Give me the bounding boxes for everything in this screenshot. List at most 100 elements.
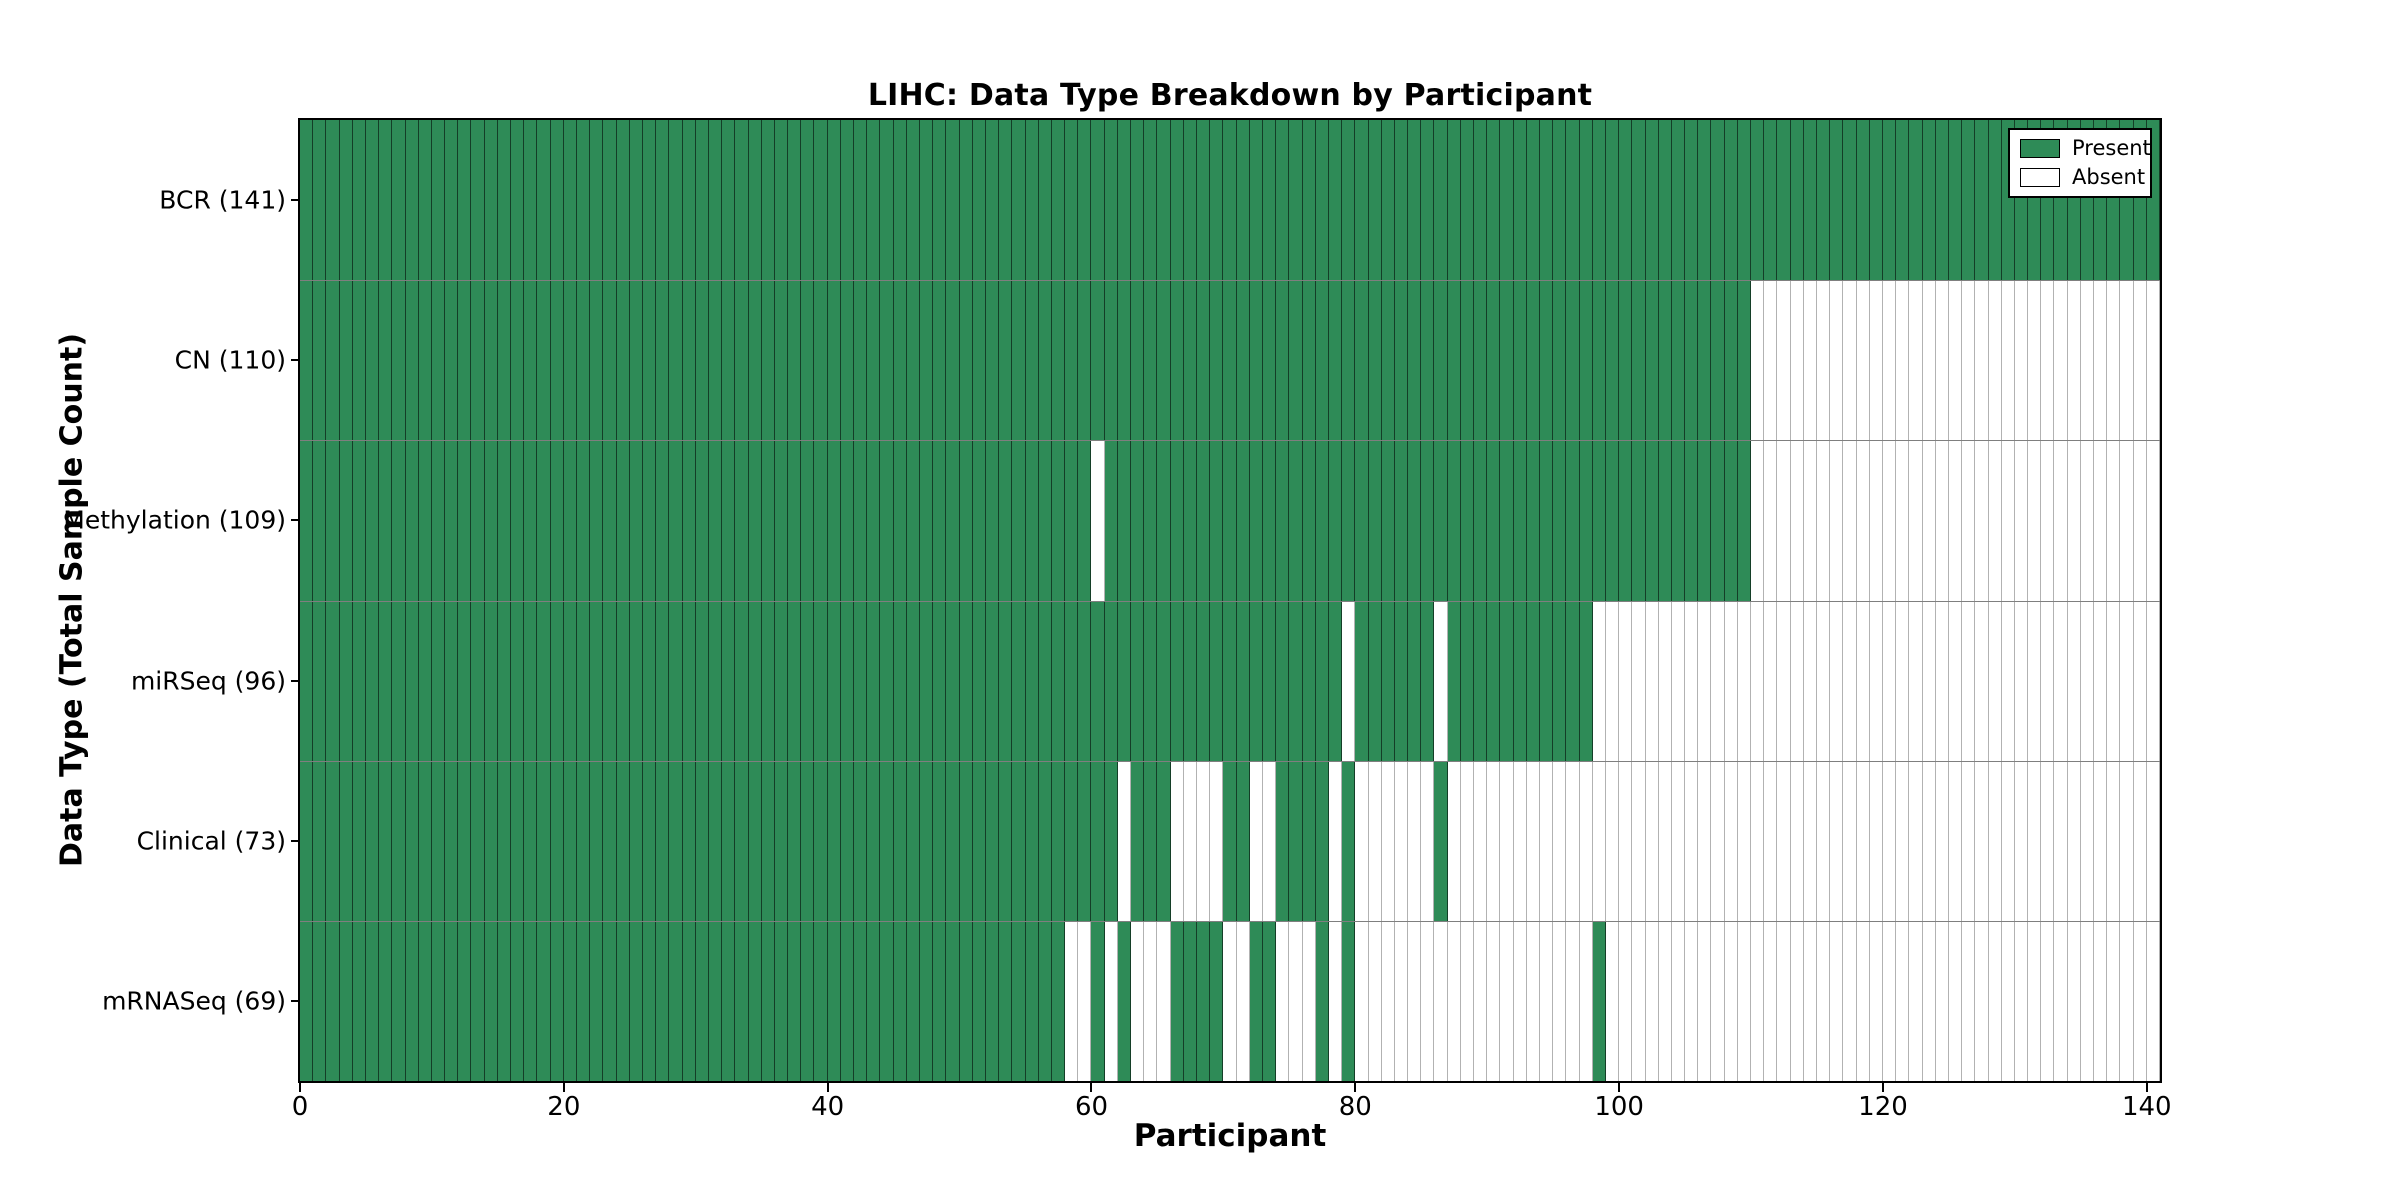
heatmap-cell xyxy=(722,120,736,281)
heatmap-cell xyxy=(1605,921,1620,1081)
heatmap-cell xyxy=(1764,281,1778,441)
heatmap-cell xyxy=(1408,281,1422,441)
heatmap-cell xyxy=(999,761,1013,921)
heatmap-cell xyxy=(537,120,551,281)
heatmap-cell xyxy=(1988,921,2002,1081)
heatmap-cell xyxy=(695,281,709,441)
heatmap-cell xyxy=(550,921,564,1081)
heatmap-cell xyxy=(590,120,604,281)
heatmap-cell xyxy=(524,921,538,1081)
heatmap-cell xyxy=(352,761,366,921)
heatmap-cell xyxy=(1025,921,1039,1081)
heatmap-cell xyxy=(458,441,472,601)
heatmap-cell xyxy=(2094,921,2108,1081)
heatmap-cell xyxy=(972,120,986,281)
heatmap-cell xyxy=(1487,921,1501,1081)
heatmap-cell xyxy=(999,441,1013,601)
heatmap-cell xyxy=(1803,441,1818,601)
heatmap-cell xyxy=(1210,120,1224,281)
heatmap-cell xyxy=(1817,441,1831,601)
heatmap-cell xyxy=(563,921,578,1081)
heatmap-cell xyxy=(827,601,841,761)
heatmap-cell xyxy=(1144,441,1158,601)
heatmap-cell xyxy=(1381,120,1395,281)
heatmap-cell xyxy=(1737,441,1752,601)
heatmap-cell xyxy=(1830,120,1844,281)
heatmap-cell xyxy=(1065,601,1079,761)
heatmap-cell xyxy=(339,441,353,601)
heatmap-cell xyxy=(2120,601,2134,761)
heatmap-cell xyxy=(1236,281,1250,441)
heatmap-cell xyxy=(919,921,934,1081)
heatmap-cell xyxy=(1962,120,1976,281)
legend-label-absent: Absent xyxy=(2072,165,2146,189)
heatmap-cell xyxy=(1566,921,1580,1081)
heatmap-cell xyxy=(379,441,393,601)
heatmap-cell xyxy=(1302,601,1316,761)
heatmap-cell xyxy=(524,120,538,281)
heatmap-cell xyxy=(1236,921,1250,1081)
heatmap-cell xyxy=(1790,921,1804,1081)
heatmap-cell xyxy=(1249,120,1263,281)
heatmap-cell xyxy=(1131,281,1145,441)
heatmap-cell xyxy=(735,120,749,281)
heatmap-cell xyxy=(1922,281,1936,441)
heatmap-cell xyxy=(1975,120,1989,281)
heatmap-cell xyxy=(840,441,855,601)
heatmap-cell xyxy=(445,441,459,601)
heatmap-cell xyxy=(1632,120,1646,281)
heatmap-cell xyxy=(1605,281,1620,441)
heatmap-cell xyxy=(1170,601,1184,761)
heatmap-cell xyxy=(919,601,934,761)
heatmap-cell xyxy=(748,921,762,1081)
heatmap-cell xyxy=(379,761,393,921)
heatmap-cell xyxy=(1645,281,1659,441)
heatmap-cell xyxy=(1025,441,1039,601)
heatmap-cell xyxy=(1843,441,1857,601)
heatmap-cell xyxy=(1460,921,1475,1081)
heatmap-cell xyxy=(1698,601,1712,761)
heatmap-cell xyxy=(1236,601,1250,761)
heatmap-cell xyxy=(1104,120,1118,281)
heatmap-cell xyxy=(1144,601,1158,761)
heatmap-cell xyxy=(1909,761,1923,921)
heatmap-cell xyxy=(2014,601,2029,761)
heatmap-cell xyxy=(1183,761,1198,921)
heatmap-cell xyxy=(1289,921,1303,1081)
heatmap-cell xyxy=(1197,441,1211,601)
heatmap-cell xyxy=(1394,921,1409,1081)
heatmap-cell xyxy=(1843,281,1857,441)
heatmap-cell xyxy=(788,921,802,1081)
heatmap-cell xyxy=(1236,761,1250,921)
heatmap-cell xyxy=(392,441,406,601)
heatmap-cell xyxy=(695,441,709,601)
heatmap-cell xyxy=(959,601,973,761)
heatmap-cell xyxy=(1539,921,1554,1081)
heatmap-cell xyxy=(1685,441,1699,601)
heatmap-cell xyxy=(577,601,591,761)
heatmap-cell xyxy=(1117,120,1132,281)
heatmap-cell xyxy=(365,120,380,281)
heatmap-cell xyxy=(418,921,432,1081)
heatmap-cell xyxy=(1935,601,1949,761)
heatmap-cell xyxy=(1315,921,1329,1081)
heatmap-cell xyxy=(405,761,419,921)
heatmap-cell xyxy=(1447,441,1461,601)
heatmap-cell xyxy=(1315,441,1329,601)
heatmap-cell xyxy=(1500,120,1514,281)
heatmap-cell xyxy=(893,281,907,441)
heatmap-cell xyxy=(985,120,1000,281)
heatmap-cell xyxy=(1328,921,1343,1081)
heatmap-cell xyxy=(2146,601,2160,761)
heatmap-cell xyxy=(1803,601,1818,761)
heatmap-cell xyxy=(1975,601,1989,761)
heatmap-cell xyxy=(1539,761,1554,921)
heatmap-cell xyxy=(1803,761,1818,921)
heatmap-cell xyxy=(339,761,353,921)
heatmap-cell xyxy=(1421,120,1435,281)
heatmap-cell xyxy=(642,601,657,761)
heatmap-cell xyxy=(2146,281,2160,441)
heatmap-cell xyxy=(1210,601,1224,761)
heatmap-cell xyxy=(1355,761,1369,921)
heatmap-cell xyxy=(1038,761,1052,921)
